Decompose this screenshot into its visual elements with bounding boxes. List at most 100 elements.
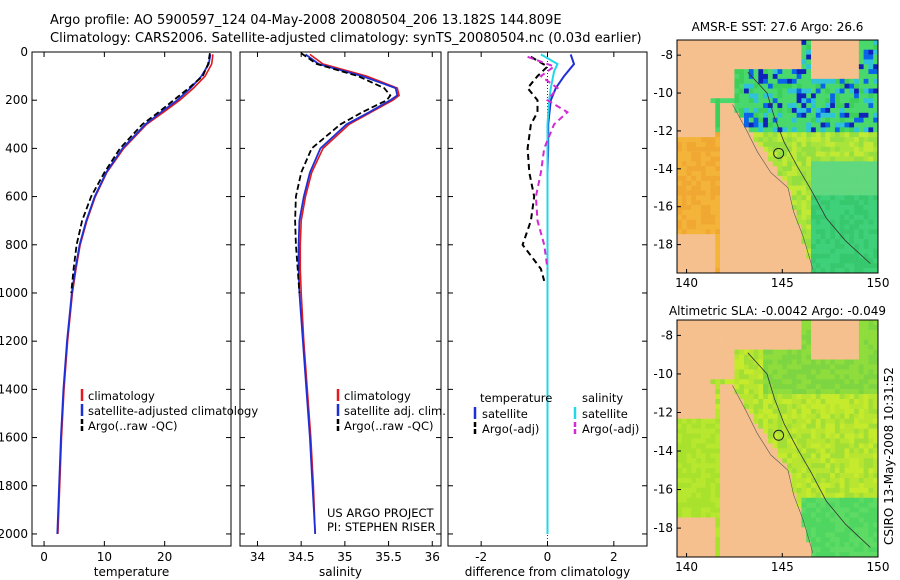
sst_map-cell	[705, 103, 711, 109]
sst_map-coast-contour	[732, 104, 814, 270]
sst_map-cell	[849, 69, 855, 75]
sst_map-cell	[715, 44, 721, 50]
sst_map-cell	[691, 156, 697, 162]
sla_map-cell	[772, 487, 778, 494]
sla_map-cell	[681, 344, 687, 350]
sla_map-cell	[734, 482, 740, 489]
sla_map-cell	[839, 547, 845, 553]
sla_map-cell	[858, 403, 864, 410]
sla_map-cell	[715, 320, 721, 326]
sst_map-cell	[715, 258, 721, 264]
difference-series-salinity-satellite	[540, 53, 559, 534]
sst_map-cell	[748, 190, 754, 196]
sla_map-cell	[834, 389, 841, 395]
sla_map-cell	[724, 492, 730, 499]
sla_map-cell	[758, 369, 764, 375]
sla_map-cell	[715, 423, 721, 429]
sla_map-cell	[873, 517, 879, 523]
sst_map-cell	[820, 107, 826, 114]
sst_map-cell	[834, 166, 841, 172]
sla_map-cell	[763, 433, 769, 439]
sst_map-cell	[863, 175, 869, 182]
sst_map-cell	[849, 107, 855, 114]
sla_map-cell	[777, 522, 783, 528]
sst_map-cell	[868, 112, 874, 118]
sla_map-cell	[834, 428, 841, 434]
sst_map-cell	[873, 44, 879, 50]
sst_map-cell	[677, 141, 683, 148]
sla_map-cell	[748, 374, 754, 380]
sla_map-cell	[686, 418, 692, 424]
sla_map-cell	[868, 443, 874, 449]
sla_map-cell	[739, 329, 745, 336]
sla_map-cell	[830, 482, 836, 489]
sst_map-cell	[744, 88, 750, 94]
sla_map-cell	[744, 384, 750, 390]
sla_map-cell	[863, 329, 869, 336]
sst_map-cell	[748, 205, 754, 211]
sla_map-cell	[696, 458, 702, 464]
sst_map-cell	[849, 219, 855, 225]
sst_map-cell	[839, 54, 845, 60]
sst_map-cell	[801, 258, 807, 264]
sst_map-cell	[820, 83, 826, 89]
sla_map-cell	[777, 463, 783, 469]
sla_map-cell	[700, 339, 707, 345]
sst_map-cell	[681, 263, 687, 269]
sla_map-cell	[705, 433, 711, 439]
sla_map-cells	[677, 320, 879, 558]
temperature-xtick-label: 10	[97, 550, 112, 564]
sst_map-cell	[758, 166, 764, 172]
sla_map-cell	[787, 507, 793, 513]
sla_map-cell	[734, 349, 740, 355]
sst_map-cell	[691, 83, 697, 89]
sla_map-cell	[720, 384, 726, 390]
sla_map-cell	[748, 482, 754, 489]
sla_map-cell	[729, 339, 735, 345]
sst_map-cell	[791, 88, 797, 94]
sst_map-cell	[825, 98, 831, 104]
sla_map-cell	[863, 468, 869, 474]
sla_map-cell	[815, 369, 821, 375]
sst_map-cell	[772, 219, 778, 225]
sla_map-cell	[729, 438, 735, 444]
sst_map-cell	[720, 64, 726, 70]
sst_map-cell	[686, 156, 692, 162]
sla_map-cell	[815, 423, 821, 429]
sla_map-cell	[796, 463, 802, 469]
sst_map-cell	[782, 200, 788, 206]
sst_map-cell	[691, 127, 697, 133]
sst_map-cell	[858, 205, 864, 211]
sla_map-cell	[839, 532, 845, 538]
sst_map-cell	[729, 40, 735, 46]
sst_map-cell	[720, 234, 726, 240]
sla_map-cell	[801, 369, 807, 375]
sst_map-cell	[796, 117, 802, 123]
sla_map-cell	[729, 487, 735, 494]
sla_map-cell	[796, 478, 802, 484]
sla_map-cell	[767, 468, 774, 474]
diff-legend-label: Argo(-adj)	[482, 422, 539, 436]
salinity-frame	[239, 51, 442, 547]
sla_map-cell	[873, 438, 879, 444]
sla_map-cell	[796, 403, 802, 410]
sla_map-cell	[734, 552, 740, 558]
sla_map-cell	[782, 324, 788, 331]
sst_map-cell	[691, 88, 697, 94]
sla_map-cell	[763, 408, 769, 415]
sla_map-cell	[811, 418, 817, 424]
sla_map-cell	[873, 399, 879, 405]
sst_map-cell	[815, 151, 821, 157]
sst_map-cell	[691, 195, 697, 201]
sla_map-cell	[787, 354, 793, 360]
sla_map-cell	[758, 473, 764, 479]
sst_map-cell	[873, 229, 879, 235]
sst_map-cell	[863, 112, 869, 118]
sst_map-cell	[758, 73, 764, 80]
sst_map-cell	[681, 107, 687, 114]
sla_map-cell	[758, 354, 764, 360]
sst_map-cell	[767, 137, 774, 143]
sst_map-cell	[811, 248, 817, 254]
sla_map-cell	[700, 418, 707, 424]
sla_map-cell	[677, 547, 683, 553]
